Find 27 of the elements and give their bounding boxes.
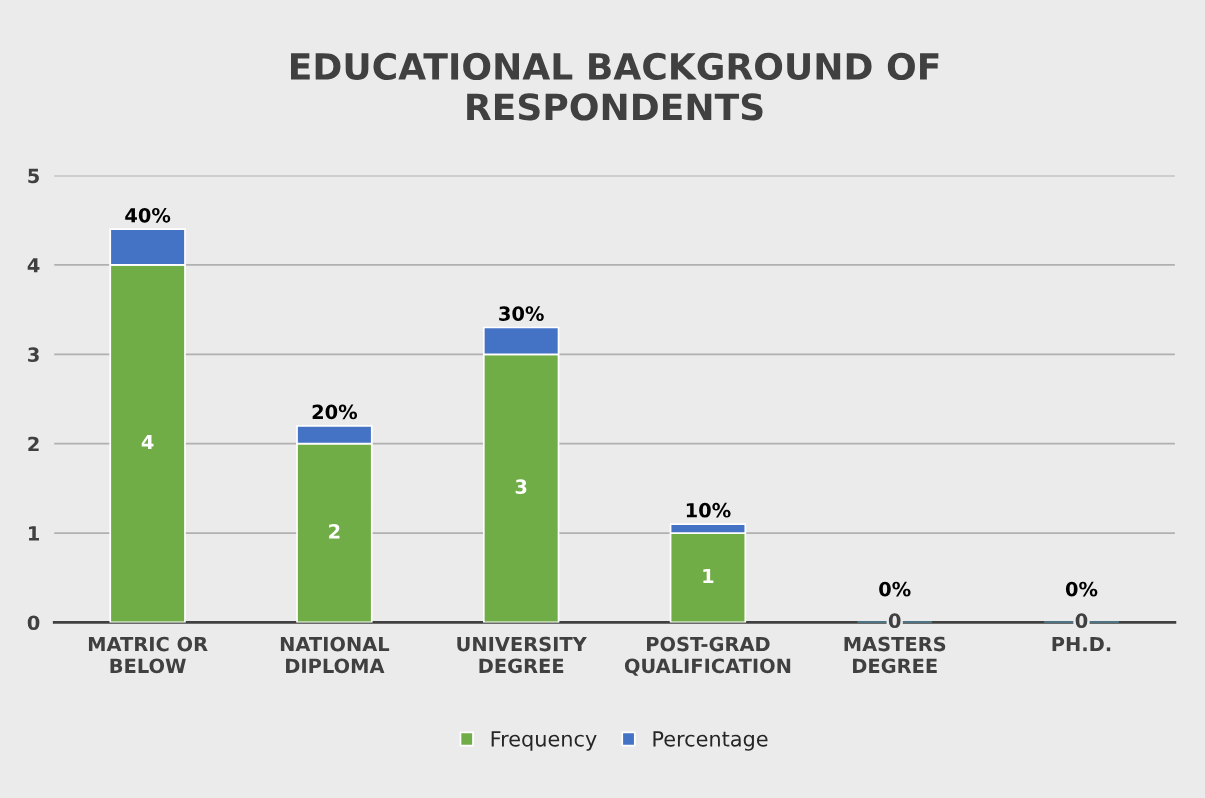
x-tick-label: NATIONAL DIPLOMA bbox=[280, 636, 390, 674]
x-tick-label: PH.D. bbox=[1052, 636, 1111, 652]
data-label: 30% bbox=[499, 306, 544, 321]
x-tick-label: MATRIC OR BELOW bbox=[88, 636, 208, 674]
data-label: 0% bbox=[1065, 581, 1098, 597]
data-label: 0 bbox=[888, 613, 901, 629]
y-tick-label: 5 bbox=[28, 168, 39, 184]
y-tick-label: 4 bbox=[27, 258, 40, 273]
chart-title: EDUCATIONAL BACKGROUND OF RESPONDENTS bbox=[291, 52, 939, 121]
y-tick-label: 3 bbox=[28, 347, 39, 362]
y-tick-label: 1 bbox=[29, 526, 39, 541]
data-label: 3 bbox=[515, 479, 527, 495]
y-tick-label: 0 bbox=[27, 615, 40, 631]
data-label: 0% bbox=[879, 581, 911, 597]
data-label: 0 bbox=[1075, 613, 1088, 629]
y-tick-label: 2 bbox=[28, 436, 39, 452]
data-label: 4 bbox=[141, 434, 154, 450]
x-tick-label: UNIVERSITY DEGREE bbox=[457, 636, 587, 674]
legend-label: Percentage bbox=[653, 731, 768, 751]
legend-label: Frequency bbox=[491, 731, 597, 751]
data-label: 2 bbox=[329, 524, 340, 539]
data-label: 10% bbox=[686, 502, 731, 518]
data-label: 1 bbox=[703, 568, 714, 584]
data-label: 40% bbox=[125, 207, 171, 223]
x-tick-label: POST-GRAD QUALIFICATION bbox=[624, 636, 791, 676]
data-label: 20% bbox=[312, 404, 358, 420]
x-tick-label: MASTERS DEGREE bbox=[844, 636, 946, 674]
